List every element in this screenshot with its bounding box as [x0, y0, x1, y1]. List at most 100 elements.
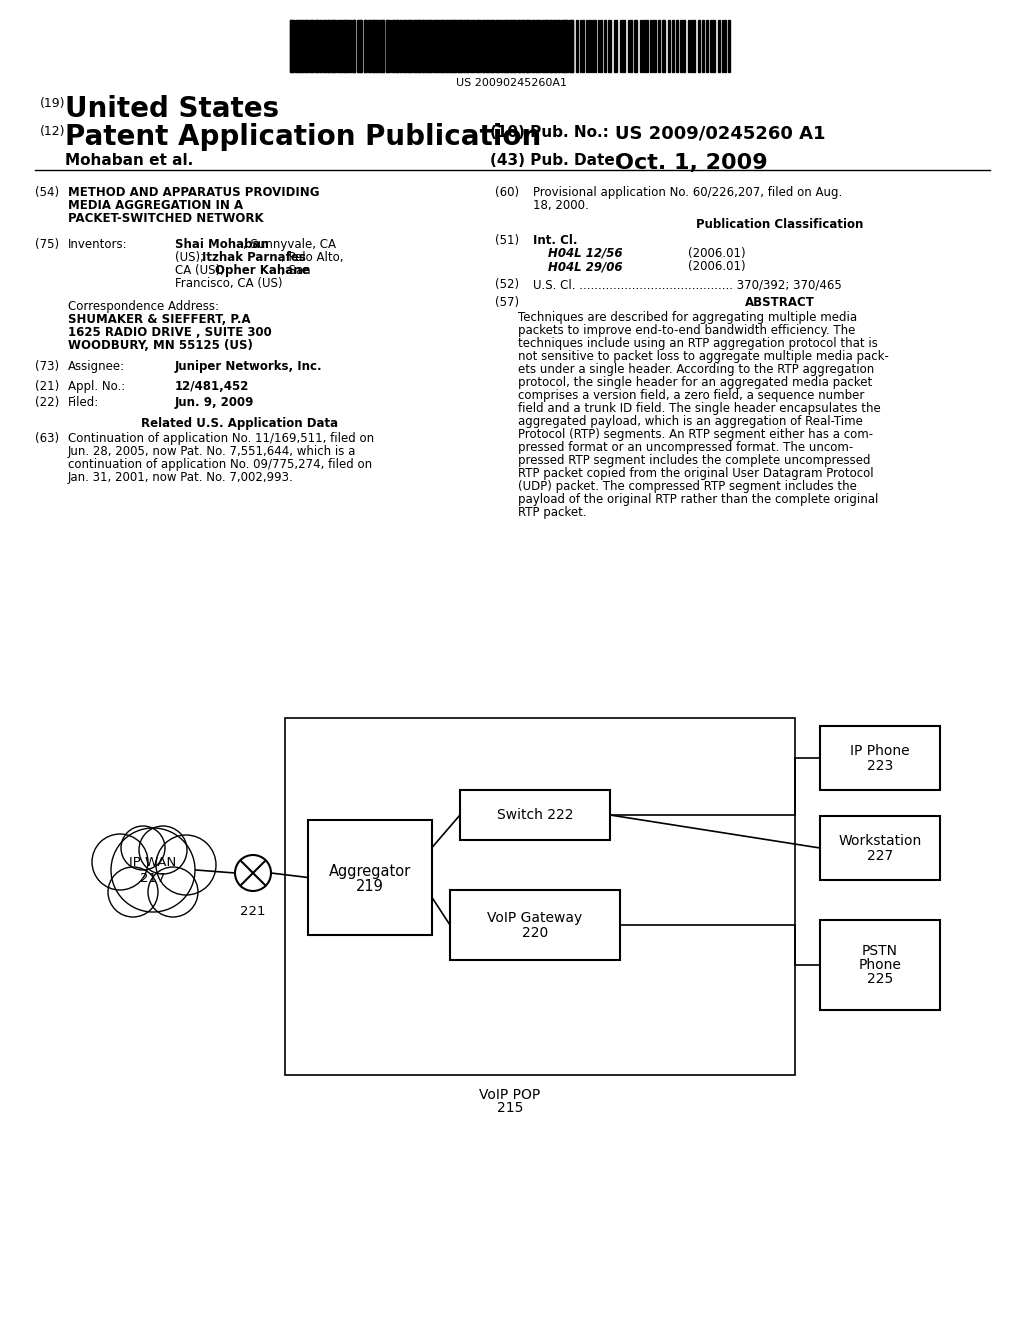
Bar	[662, 20, 665, 73]
Text: IP Phone: IP Phone	[850, 744, 909, 758]
Text: Workstation: Workstation	[839, 834, 922, 847]
Text: Patent Application Publication: Patent Application Publication	[65, 123, 542, 150]
Text: METHOD AND APPARATUS PROVIDING: METHOD AND APPARATUS PROVIDING	[68, 186, 319, 199]
Bar	[492, 20, 494, 73]
Bar	[422, 20, 424, 73]
Text: (73): (73)	[35, 360, 59, 374]
Text: RTP packet copied from the original User Datagram Protocol: RTP packet copied from the original User…	[518, 467, 873, 480]
Bar	[396, 20, 398, 73]
Bar	[712, 20, 715, 73]
Bar	[614, 20, 617, 73]
Text: (12): (12)	[40, 125, 66, 139]
Text: Inventors:: Inventors:	[68, 238, 128, 251]
Text: Jan. 31, 2001, now Pat. No. 7,002,993.: Jan. 31, 2001, now Pat. No. 7,002,993.	[68, 471, 294, 484]
Text: IP WAN: IP WAN	[129, 855, 176, 869]
Text: Related U.S. Application Data: Related U.S. Application Data	[141, 417, 339, 430]
Bar	[658, 20, 660, 73]
Bar	[364, 20, 366, 73]
Bar	[514, 20, 516, 73]
Text: PSTN: PSTN	[862, 944, 898, 958]
Text: , Sunnyvale, CA: , Sunnyvale, CA	[243, 238, 336, 251]
Circle shape	[156, 836, 216, 895]
Bar	[348, 20, 350, 73]
Bar	[482, 20, 484, 73]
Bar	[285, 718, 795, 1074]
Text: ets under a single header. According to the RTP aggregation: ets under a single header. According to …	[518, 363, 874, 376]
Bar	[299, 20, 301, 73]
Bar	[668, 20, 670, 73]
Text: U.S. Cl. ......................................... 370/392; 370/465: U.S. Cl. ...............................…	[534, 279, 842, 290]
Bar	[728, 20, 730, 73]
Text: VoIP Gateway: VoIP Gateway	[487, 911, 583, 925]
Bar	[698, 20, 700, 73]
Bar	[500, 20, 502, 73]
Bar	[382, 20, 384, 73]
Text: (22): (22)	[35, 396, 59, 409]
Text: Jun. 28, 2005, now Pat. No. 7,551,644, which is a: Jun. 28, 2005, now Pat. No. 7,551,644, w…	[68, 445, 356, 458]
Text: MEDIA AGGREGATION IN A: MEDIA AGGREGATION IN A	[68, 199, 243, 213]
Text: 227: 227	[867, 849, 893, 863]
Bar	[328, 20, 330, 73]
Text: Provisional application No. 60/226,207, filed on Aug.: Provisional application No. 60/226,207, …	[534, 186, 843, 199]
Text: (54): (54)	[35, 186, 59, 199]
Bar	[564, 20, 567, 73]
Bar	[476, 20, 479, 73]
Text: Publication Classification: Publication Classification	[696, 218, 863, 231]
Bar	[582, 20, 584, 73]
Text: US 2009/0245260 A1: US 2009/0245260 A1	[615, 125, 825, 143]
Text: , Palo Alto,: , Palo Alto,	[281, 251, 343, 264]
Circle shape	[121, 826, 165, 870]
Text: RTP packet.: RTP packet.	[518, 506, 587, 519]
Text: 221: 221	[241, 906, 266, 917]
Text: 1625 RADIO DRIVE , SUITE 300: 1625 RADIO DRIVE , SUITE 300	[68, 326, 271, 339]
Bar	[327, 20, 329, 73]
Text: (19): (19)	[40, 96, 66, 110]
Bar	[654, 20, 656, 73]
Bar	[536, 20, 539, 73]
Bar	[518, 20, 520, 73]
Bar	[442, 20, 444, 73]
Bar	[360, 20, 362, 73]
Bar	[419, 20, 421, 73]
Bar	[412, 20, 414, 73]
Text: Switch 222: Switch 222	[497, 808, 573, 822]
Text: Aggregator: Aggregator	[329, 865, 411, 879]
Circle shape	[92, 834, 148, 890]
Text: (10) Pub. No.:: (10) Pub. No.:	[490, 125, 609, 140]
Bar	[395, 20, 397, 73]
Bar	[706, 20, 708, 73]
Bar	[718, 20, 720, 73]
Bar	[594, 20, 596, 73]
Text: Oct. 1, 2009: Oct. 1, 2009	[615, 153, 768, 173]
Bar	[306, 20, 308, 73]
Text: pressed RTP segment includes the complete uncompressed: pressed RTP segment includes the complet…	[518, 454, 870, 467]
Text: Opher Kahane: Opher Kahane	[215, 264, 309, 277]
Text: United States: United States	[65, 95, 280, 123]
Bar	[445, 20, 447, 73]
Text: Jun. 9, 2009: Jun. 9, 2009	[175, 396, 254, 409]
Bar	[460, 20, 462, 73]
Text: Francisco, CA (US): Francisco, CA (US)	[175, 277, 283, 290]
Text: 215: 215	[497, 1101, 523, 1115]
Text: field and a trunk ID field. The single header encapsulates the: field and a trunk ID field. The single h…	[518, 403, 881, 414]
Text: comprises a version field, a zero field, a sequence number: comprises a version field, a zero field,…	[518, 389, 864, 403]
Bar	[368, 20, 370, 73]
Bar	[622, 20, 625, 73]
Bar	[600, 20, 602, 73]
Text: 217: 217	[140, 871, 166, 884]
Bar	[724, 20, 726, 73]
Bar	[319, 20, 322, 73]
Bar	[546, 20, 548, 73]
Bar	[438, 20, 440, 73]
Text: 18, 2000.: 18, 2000.	[534, 199, 589, 213]
Bar	[308, 820, 432, 935]
Bar	[324, 20, 326, 73]
Text: not sensitive to packet loss to aggregate multiple media pack-: not sensitive to packet loss to aggregat…	[518, 350, 889, 363]
Bar	[529, 20, 531, 73]
Bar	[380, 20, 382, 73]
Text: aggregated payload, which is an aggregation of Real-Time: aggregated payload, which is an aggregat…	[518, 414, 863, 428]
Text: Itzhak Parnafes: Itzhak Parnafes	[202, 251, 306, 264]
Text: CA (US);: CA (US);	[175, 264, 228, 277]
Bar	[418, 20, 420, 73]
Text: (51): (51)	[495, 234, 519, 247]
